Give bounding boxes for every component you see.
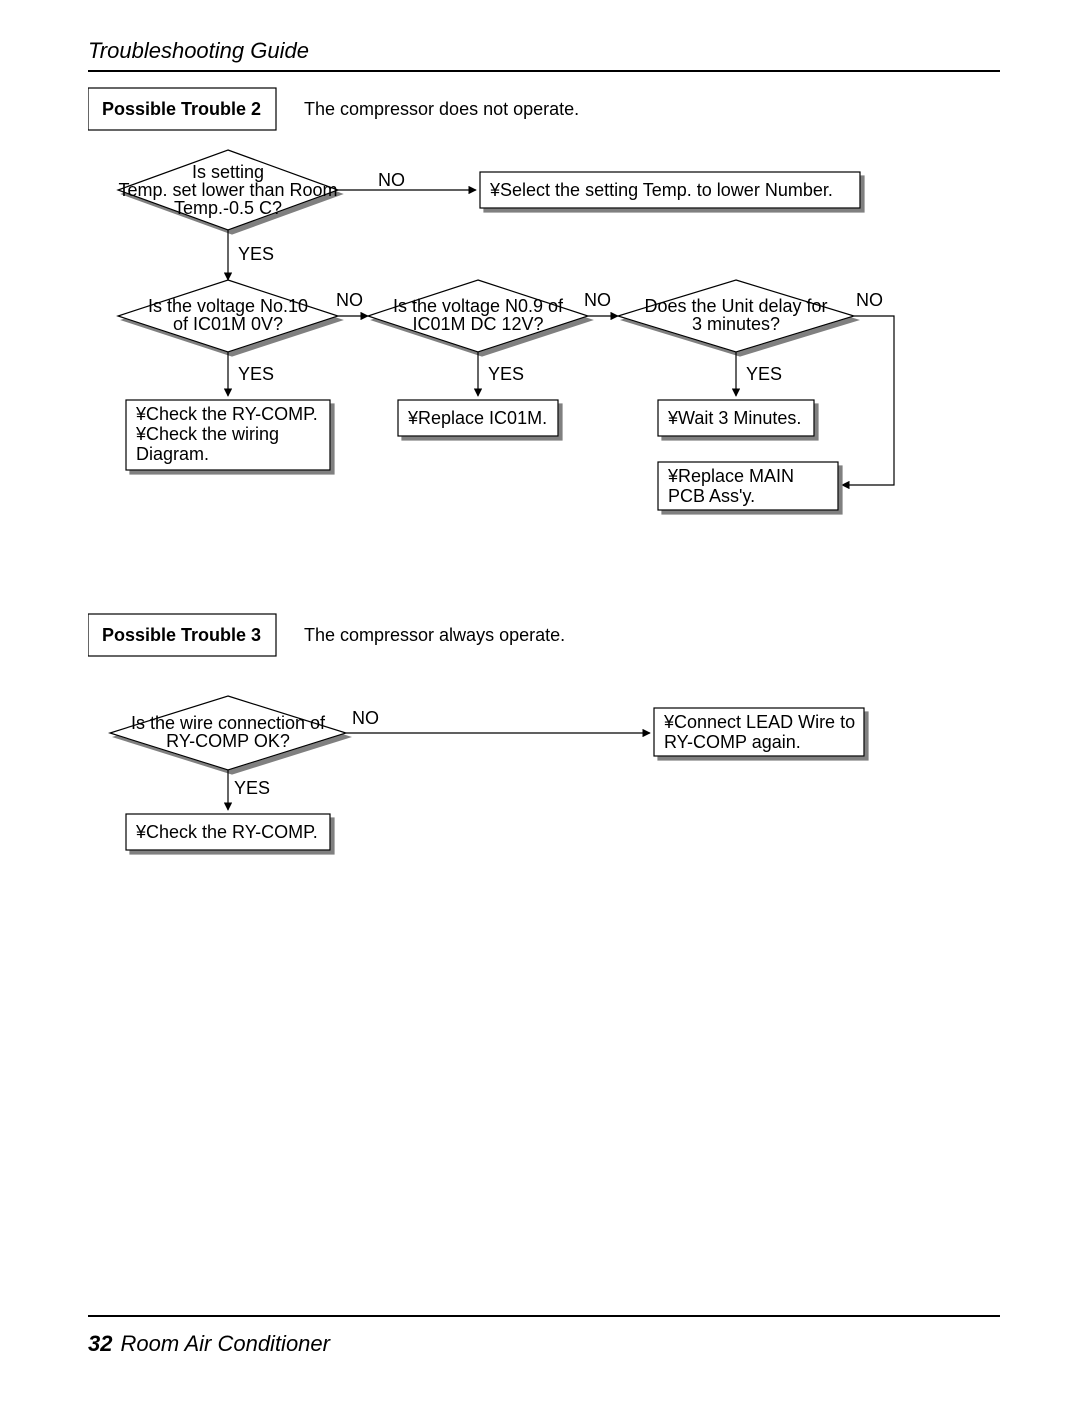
d1-l3: Temp.-0.5 C? (174, 198, 282, 218)
d3-l1: Is the voltage N0.9 of (393, 296, 564, 316)
d1-l1: Is setting (192, 162, 264, 182)
d4-no-label: NO (856, 290, 883, 310)
d3-l2: IC01M DC 12V? (412, 314, 543, 334)
d2-l1: Is the voltage No.10 (148, 296, 308, 316)
trouble2-title-box: Possible Trouble 2 (88, 88, 276, 130)
d4-l2: 3 minutes? (692, 314, 780, 334)
footer: 32 Room Air Conditioner (88, 1331, 330, 1357)
d3-no-label: NO (584, 290, 611, 310)
d3-yes-label: YES (488, 364, 524, 384)
header-title: Troubleshooting Guide (88, 38, 1000, 64)
a3-text: ¥Replace IC01M. (407, 408, 547, 428)
t3-d1-l1: Is the wire connection of (131, 713, 326, 733)
d2-yes-label: YES (238, 364, 274, 384)
d1-l2: Temp. set lower than Room (118, 180, 337, 200)
a2-l1: ¥Check the RY-COMP. (135, 404, 318, 424)
page-number: 32 (88, 1331, 112, 1356)
trouble3-desc: The compressor always operate. (304, 625, 565, 645)
d4-no-edge (842, 316, 894, 485)
a1-text: ¥Select the setting Temp. to lower Numbe… (489, 180, 833, 200)
trouble3-title-box: Possible Trouble 3 (88, 614, 276, 656)
a2-l3: Diagram. (136, 444, 209, 464)
d2-no-label: NO (336, 290, 363, 310)
d2-l2: of IC01M 0V? (173, 314, 283, 334)
t3-a1-l2: RY-COMP again. (664, 732, 801, 752)
a4-text: ¥Wait 3 Minutes. (667, 408, 801, 428)
footer-label: Room Air Conditioner (120, 1331, 330, 1356)
t3-d1-l2: RY-COMP OK? (166, 731, 290, 751)
t3-d1-yes-label: YES (234, 778, 270, 798)
flowchart-canvas: Possible Trouble 2 The compressor does n… (88, 80, 1000, 1140)
t3-a2-text: ¥Check the RY-COMP. (135, 822, 318, 842)
d1-no-label: NO (378, 170, 405, 190)
header-rule (88, 70, 1000, 72)
d4-yes-label: YES (746, 364, 782, 384)
a5-l1: ¥Replace MAIN (667, 466, 794, 486)
document-page: Troubleshooting Guide Possible Trouble 2… (0, 0, 1080, 1405)
footer-rule (88, 1315, 1000, 1317)
t3-a1-l1: ¥Connect LEAD Wire to (663, 712, 855, 732)
d1-yes-label: YES (238, 244, 274, 264)
trouble2-desc: The compressor does not operate. (304, 99, 579, 119)
a2-l2: ¥Check the wiring (135, 424, 279, 444)
a5-l2: PCB Ass'y. (668, 486, 755, 506)
trouble3-title: Possible Trouble 3 (102, 625, 261, 645)
d4-l1: Does the Unit delay for (644, 296, 827, 316)
t3-d1-no-label: NO (352, 708, 379, 728)
trouble2-title: Possible Trouble 2 (102, 99, 261, 119)
